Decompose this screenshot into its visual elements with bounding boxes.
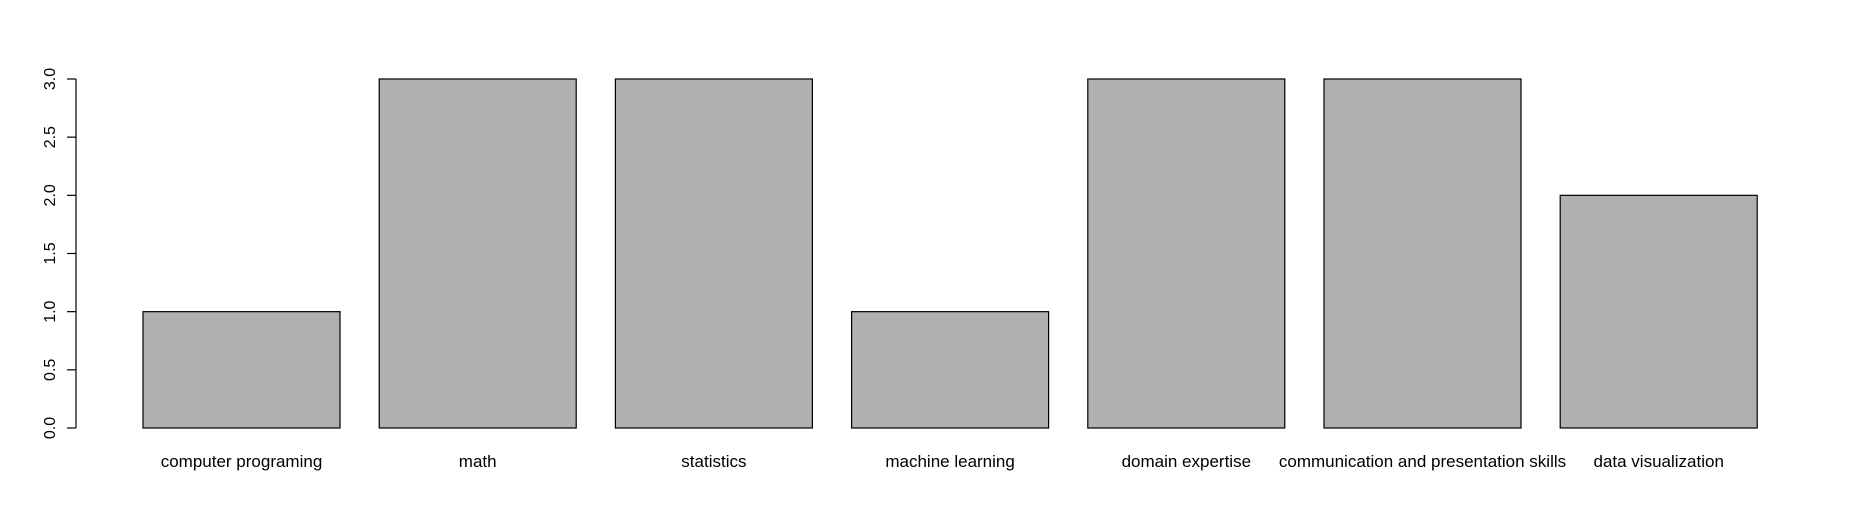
x-category-label: data visualization (1593, 452, 1723, 471)
x-category-label: machine learning (885, 452, 1014, 471)
bar (143, 312, 340, 428)
y-axis: 0.0 0.5 1.0 1.5 2.0 2.5 3.0 (42, 68, 76, 439)
x-category-label: computer programing (161, 452, 323, 471)
y-tick-label: 3.0 (42, 68, 59, 90)
bars-group (143, 79, 1757, 428)
y-tick-label: 0.0 (42, 417, 59, 439)
y-tick-label: 2.0 (42, 184, 59, 206)
bar (1324, 79, 1521, 428)
x-category-label: domain expertise (1122, 452, 1251, 471)
bar (1088, 79, 1285, 428)
bar (379, 79, 576, 428)
x-axis-labels: computer programing math statistics machine… (161, 452, 1724, 471)
y-tick-label: 0.5 (42, 359, 59, 381)
x-category-label: statistics (681, 452, 746, 471)
x-category-label: math (459, 452, 497, 471)
y-tick-label: 1.5 (42, 242, 59, 264)
bar (1560, 195, 1757, 428)
y-tick-label: 1.0 (42, 300, 59, 322)
bar (615, 79, 812, 428)
x-category-label: communication and presentation skills (1279, 452, 1566, 471)
bar (852, 312, 1049, 428)
y-tick-label: 2.5 (42, 126, 59, 148)
